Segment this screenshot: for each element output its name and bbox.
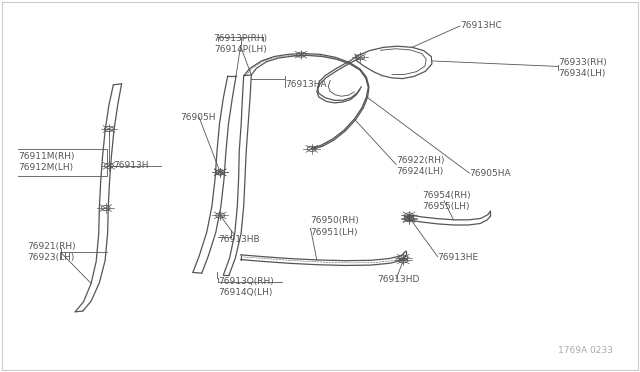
Text: 76905HA: 76905HA — [469, 169, 511, 177]
Text: 76922(RH)
76924(LH): 76922(RH) 76924(LH) — [396, 156, 445, 176]
Text: 76950(RH)
76951(LH): 76950(RH) 76951(LH) — [310, 217, 359, 237]
Text: 76913P(RH)
76914P(LH): 76913P(RH) 76914P(LH) — [214, 34, 268, 54]
Text: 76913H: 76913H — [113, 161, 149, 170]
Text: 76905H: 76905H — [180, 113, 216, 122]
Text: 76913HC: 76913HC — [460, 22, 502, 31]
Text: 76933(RH)
76934(LH): 76933(RH) 76934(LH) — [559, 58, 607, 78]
Text: 1769A 0233: 1769A 0233 — [557, 346, 612, 355]
Text: 76921(RH)
76923(LH): 76921(RH) 76923(LH) — [28, 242, 76, 262]
Text: 76913HD: 76913HD — [377, 275, 420, 284]
Text: 76913HB: 76913HB — [218, 235, 260, 244]
Text: 76913HE: 76913HE — [438, 253, 479, 262]
Text: 76913Q(RH)
76914Q(LH): 76913Q(RH) 76914Q(LH) — [218, 277, 274, 297]
Text: 76954(RH)
76955(LH): 76954(RH) 76955(LH) — [422, 191, 470, 211]
Text: 76911M(RH)
76912M(LH): 76911M(RH) 76912M(LH) — [18, 152, 74, 172]
Text: 76913HA: 76913HA — [285, 80, 326, 89]
